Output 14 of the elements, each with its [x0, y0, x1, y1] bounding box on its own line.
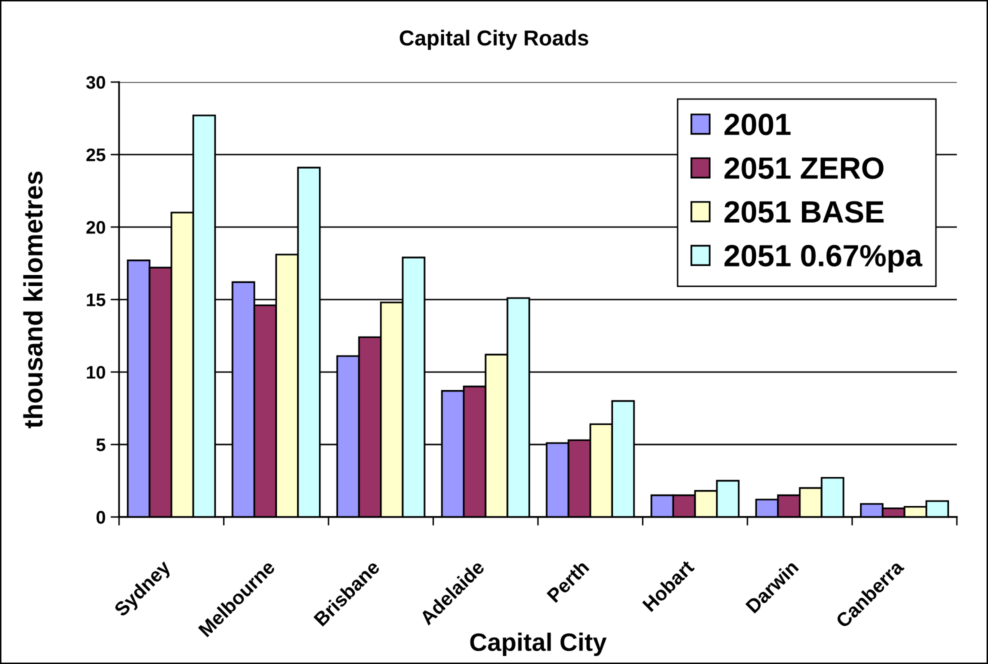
legend-label: 2051 BASE	[724, 201, 884, 223]
y-tick-label: 15	[86, 294, 106, 306]
chart-title: Capital City Roads	[400, 30, 588, 50]
y-tick-label: 10	[86, 366, 106, 379]
legend-label: 2051 0.67%pa	[724, 244, 922, 273]
legend-label: 2001	[724, 114, 791, 136]
y-tick-label: 30	[86, 76, 106, 89]
y-tick-label: 5	[96, 438, 106, 452]
y-axis-title: thousand kilometres	[23, 172, 43, 428]
x-axis-title: Capital City	[470, 632, 607, 656]
y-tick-label: 0	[96, 510, 106, 524]
y-tick-label: 20	[86, 220, 106, 234]
legend-label: 2051 ZERO	[724, 157, 884, 179]
y-tick-label: 25	[86, 148, 106, 162]
